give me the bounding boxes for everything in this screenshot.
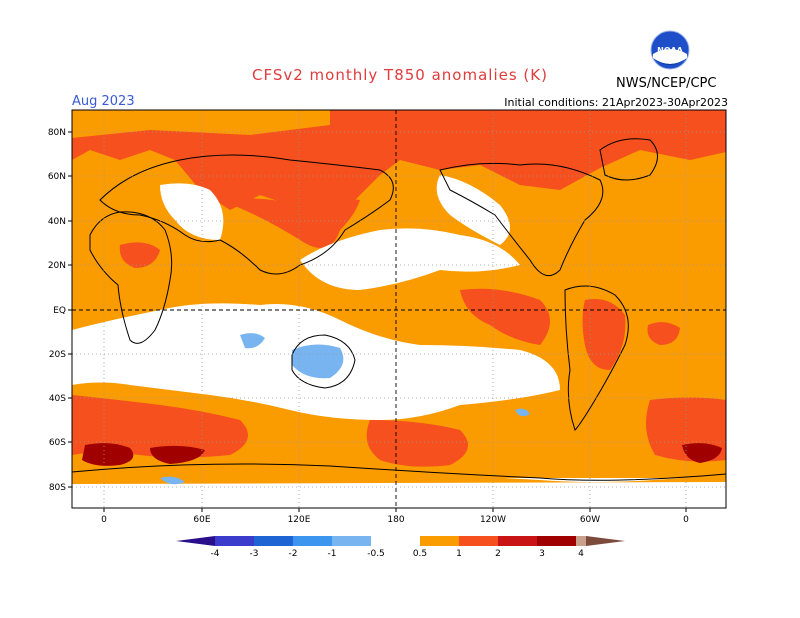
colorbar-swatch: [459, 536, 498, 546]
lat-label: 80S: [49, 483, 66, 493]
south-pacific-cool: [515, 408, 530, 417]
arctic-warm-region: [72, 110, 726, 215]
central-asia-neutral: [160, 183, 224, 240]
colorbar-swatch-gt-pos4: [586, 536, 625, 546]
lon-ticks: [103, 508, 687, 512]
lat-labels: 80N 60N 40N 20N EQ 20S 40S 60S 80S: [48, 128, 66, 493]
lat-label: 40S: [49, 394, 66, 404]
lon-label: 60E: [193, 515, 210, 525]
colorbar-label: -2: [289, 549, 298, 559]
lon-labels: 0 60E 120E 180 120W 60W 0: [101, 515, 689, 525]
greenland-outline: [599, 138, 658, 181]
antarctic-weak-band: [72, 465, 726, 484]
lat-label: 40N: [48, 217, 66, 227]
lat-label: 20N: [48, 261, 66, 271]
colorbar-labels: -4 -3 -2 -1 -0.5 0.5 1 2 3 4: [211, 549, 585, 559]
lat-label: EQ: [53, 306, 66, 316]
antarctic-core-1: [82, 443, 134, 466]
lon-label: 120E: [288, 515, 311, 525]
reference-lines: [72, 110, 726, 508]
colorbar-swatch: [420, 536, 459, 546]
colorbar-swatch-lt-neg4: [176, 536, 215, 546]
colorbar-swatch: [576, 536, 586, 546]
map-frame: [71, 109, 727, 509]
south-america-outline: [564, 285, 629, 431]
africa-outline: [89, 211, 173, 344]
antarctic-core-3: [682, 443, 722, 463]
colorbar-swatch: [254, 536, 293, 546]
lon-label: 60W: [580, 515, 600, 525]
lon-label: 0: [101, 515, 107, 525]
antarctica-outline: [72, 463, 726, 481]
colorbar-swatch: [498, 536, 537, 546]
colorbar-swatch: [537, 536, 576, 546]
noaa-logo: NOAA: [650, 30, 690, 70]
lat-label: 60N: [48, 172, 66, 182]
colorbar-label: -0.5: [367, 549, 385, 559]
colorbar-swatch: [215, 536, 254, 546]
colorbar-label: 1: [456, 549, 462, 559]
colorbar-label: 2: [495, 549, 501, 559]
coastlines: [72, 138, 726, 481]
lat-ticks: [68, 131, 72, 488]
graticule: [72, 110, 726, 508]
colorbar-swatch: [332, 536, 371, 546]
brazil-warm: [582, 299, 626, 370]
siberia-warm-region: [220, 198, 360, 248]
lon-label: 0: [683, 515, 689, 525]
valid-month-label: Aug 2023: [72, 94, 135, 109]
lon-label: 180: [387, 515, 404, 525]
arctic-weak-band: [72, 110, 330, 138]
chart-title: CFSv2 monthly T850 anomalies (K): [252, 66, 548, 84]
svg-text:NOAA: NOAA: [657, 46, 683, 55]
sahara-warm-spot: [119, 242, 160, 268]
colorbar-swatch: [293, 536, 332, 546]
antarctic-cool-1: [160, 476, 185, 485]
colorbar-label: 0.5: [413, 549, 427, 559]
colorbar-label: -1: [328, 549, 337, 559]
indian-ocean-cool: [240, 333, 265, 349]
colorbar-label: 3: [539, 549, 545, 559]
lat-label: 80N: [48, 128, 66, 138]
antarctic-core-2: [150, 445, 205, 464]
north-america-outline: [439, 162, 604, 277]
colorbar-label: -4: [211, 549, 220, 559]
colorbar-swatch-neutral: [371, 536, 420, 546]
pacific-neutral-region: [300, 228, 520, 290]
lat-label: 60S: [49, 438, 66, 448]
east-pacific-warm: [460, 288, 550, 345]
eurasia-outline: [99, 154, 394, 275]
colorbar: -4 -3 -2 -1 -0.5 0.5 1 2 3 4: [176, 536, 625, 559]
agency-label: NWS/NCEP/CPC: [616, 76, 717, 91]
colorbar-label: -3: [250, 549, 259, 559]
lat-label: 20S: [49, 350, 66, 360]
colorbar-label: 4: [578, 549, 584, 559]
south-pacific-warm: [366, 420, 468, 467]
initial-conditions-label: Initial conditions: 21Apr2023-30Apr2023: [504, 96, 728, 109]
australia-cool: [292, 344, 344, 379]
anomaly-map: [72, 110, 726, 508]
atlantic-warm-spot: [647, 322, 680, 345]
lon-label: 120W: [480, 515, 506, 525]
australia-outline: [291, 334, 356, 389]
